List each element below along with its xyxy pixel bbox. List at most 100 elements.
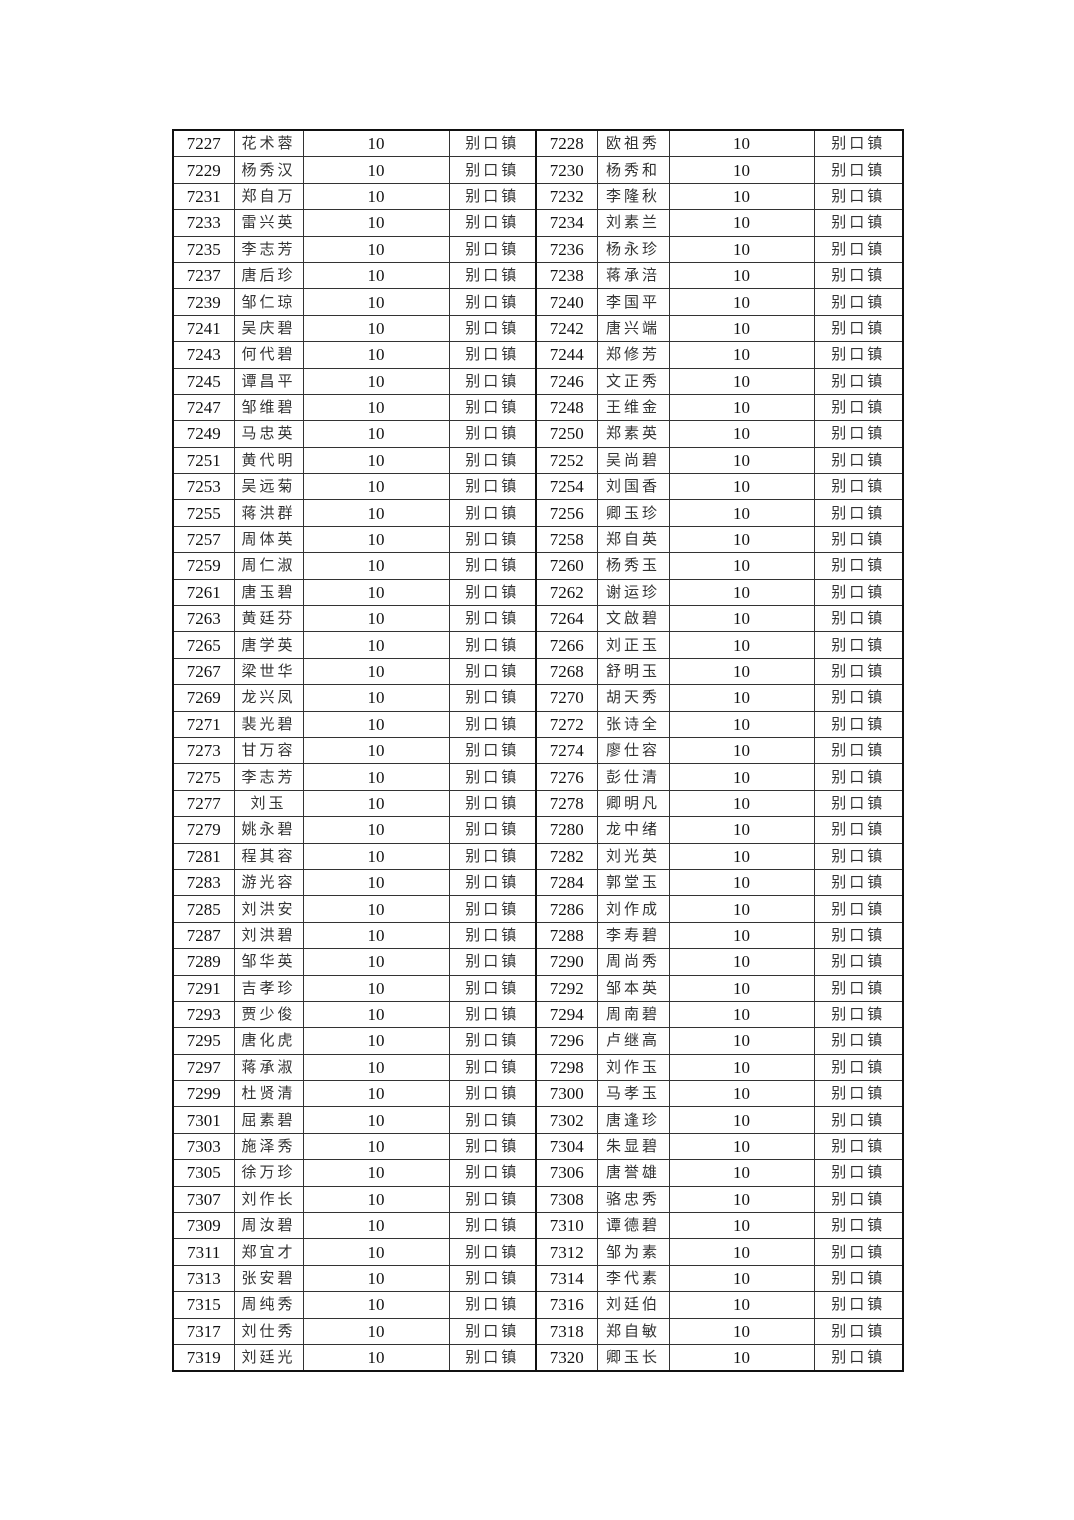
name-cell: 唐玉碧 [233,578,304,607]
amount-cell: 10 [668,235,815,263]
town-cell: 别口镇 [813,552,904,580]
id-cell: 7258 [535,525,598,554]
name-cell: 蒋洪群 [233,499,304,527]
town-cell: 别口镇 [448,816,537,844]
name-cell: 杜贤清 [233,1080,304,1108]
name-cell: 舒明玉 [596,657,670,686]
name-cell: 卿玉长 [596,1343,670,1372]
amount-cell: 10 [302,341,450,369]
name-cell: 文啟碧 [596,605,670,633]
id-cell: 7236 [535,235,598,263]
name-cell: 刘光英 [596,842,670,870]
id-cell: 7238 [535,261,598,290]
id-cell: 7266 [535,631,598,659]
amount-cell: 10 [302,446,450,475]
amount-cell: 10 [302,868,450,897]
amount-cell: 10 [668,420,815,448]
town-cell: 别口镇 [448,895,537,923]
id-cell: 7289 [172,948,235,976]
id-cell: 7252 [535,446,598,475]
name-cell: 唐学英 [233,631,304,659]
name-cell: 刘洪安 [233,895,304,923]
id-cell: 7247 [172,393,235,422]
id-cell: 7303 [172,1132,235,1161]
amount-cell: 10 [302,842,450,870]
amount-cell: 10 [302,525,450,554]
id-cell: 7242 [535,314,598,343]
amount-cell: 10 [302,1343,450,1372]
amount-cell: 10 [302,499,450,527]
amount-cell: 10 [302,1106,450,1134]
amount-cell: 10 [668,816,815,844]
id-cell: 7253 [172,473,235,501]
town-cell: 别口镇 [448,789,537,818]
town-cell: 别口镇 [813,948,904,976]
amount-cell: 10 [668,1264,815,1293]
amount-cell: 10 [668,1317,815,1345]
name-cell: 张诗全 [596,710,670,738]
amount-cell: 10 [668,1000,815,1029]
amount-cell: 10 [302,1159,450,1187]
amount-cell: 10 [668,1212,815,1240]
id-cell: 7259 [172,552,235,580]
town-cell: 别口镇 [448,1027,537,1055]
id-cell: 7227 [172,129,235,158]
town-cell: 别口镇 [448,1238,537,1266]
table-row: 7275 李志芳 10 别口镇 7276 彭仕清 10 别口镇 [172,763,904,791]
amount-cell: 10 [302,367,450,395]
amount-cell: 10 [302,948,450,976]
id-cell: 7318 [535,1317,598,1345]
amount-cell: 10 [668,605,815,633]
table-row: 7269 龙兴凤 10 别口镇 7270 胡天秀 10 别口镇 [172,684,904,712]
id-cell: 7272 [535,710,598,738]
id-cell: 7254 [535,473,598,501]
table-row: 7307 刘作长 10 别口镇 7308 骆忠秀 10 别口镇 [172,1185,904,1214]
id-cell: 7249 [172,420,235,448]
town-cell: 别口镇 [448,499,537,527]
id-cell: 7277 [172,789,235,818]
name-cell: 甘万容 [233,736,304,765]
town-cell: 别口镇 [448,314,537,343]
town-cell: 别口镇 [448,842,537,870]
name-cell: 龙中绪 [596,816,670,844]
amount-cell: 10 [302,182,450,211]
table-row: 7255 蒋洪群 10 别口镇 7256 卿玉珍 10 别口镇 [172,499,904,527]
name-cell: 周南碧 [596,1000,670,1029]
table-body: 7227 花术蓉 10 别口镇 7228 欧祖秀 10 别口镇 7229 杨秀汉 10 别口镇 7230… [172,129,904,1372]
amount-cell: 10 [302,974,450,1002]
town-cell: 别口镇 [813,420,904,448]
amount-cell: 10 [302,1000,450,1029]
table-row: 7305 徐万珍 10 别口镇 7306 唐誉雄 10 别口镇 [172,1159,904,1187]
amount-cell: 10 [302,209,450,237]
name-cell: 谢运珍 [596,578,670,607]
table-row: 7247 邹维碧 10 别口镇 7248 王维金 10 别口镇 [172,393,904,422]
town-cell: 别口镇 [448,578,537,607]
town-cell: 别口镇 [448,974,537,1002]
town-cell: 别口镇 [813,1238,904,1266]
town-cell: 别口镇 [813,367,904,395]
name-cell: 蒋承淑 [233,1053,304,1082]
name-cell: 刘国香 [596,473,670,501]
id-cell: 7293 [172,1000,235,1029]
id-cell: 7278 [535,789,598,818]
id-cell: 7251 [172,446,235,475]
town-cell: 别口镇 [448,473,537,501]
town-cell: 别口镇 [448,605,537,633]
amount-cell: 10 [668,842,815,870]
town-cell: 别口镇 [813,341,904,369]
id-cell: 7235 [172,235,235,263]
id-cell: 7262 [535,578,598,607]
name-cell: 刘廷伯 [596,1291,670,1319]
town-cell: 别口镇 [813,868,904,897]
town-cell: 别口镇 [813,789,904,818]
name-cell: 施泽秀 [233,1132,304,1161]
id-cell: 7230 [535,156,598,184]
name-cell: 黄廷芬 [233,605,304,633]
town-cell: 别口镇 [448,182,537,211]
name-cell: 邹仁琼 [233,288,304,316]
table-row: 7277 刘玉 10 别口镇 7278 卿明凡 10 别口镇 [172,789,904,818]
table-row: 7309 周汝碧 10 别口镇 7310 谭德碧 10 别口镇 [172,1212,904,1240]
table-row: 7263 黄廷芬 10 别口镇 7264 文啟碧 10 别口镇 [172,605,904,633]
table-row: 7313 张安碧 10 别口镇 7314 李代素 10 别口镇 [172,1264,904,1293]
town-cell: 别口镇 [448,1132,537,1161]
